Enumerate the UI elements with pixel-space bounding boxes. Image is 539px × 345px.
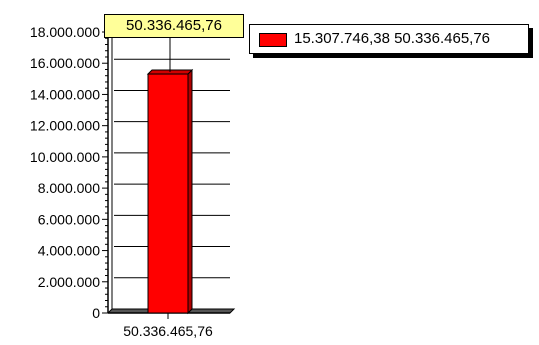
y-tick-label: 18.000.000 bbox=[30, 24, 100, 40]
bar-layer bbox=[146, 38, 194, 315]
legend-label: 15.307.746,38 50.336.465,76 bbox=[294, 30, 491, 47]
y-tick-label: 6.000.000 bbox=[38, 211, 100, 227]
y-tick-label: 12.000.000 bbox=[30, 118, 100, 134]
y-tick-label: 10.000.000 bbox=[30, 149, 100, 165]
axis-layer bbox=[102, 27, 236, 319]
label-layer: 0 2.000.000 4.000.000 6.000.000 8.000.000 10.… bbox=[30, 24, 213, 339]
y-tick-label: 16.000.000 bbox=[30, 55, 100, 71]
y-tick-label: 4.000.000 bbox=[38, 243, 100, 259]
y-tick-label: 2.000.000 bbox=[38, 274, 100, 290]
bar bbox=[147, 73, 189, 314]
bar-side bbox=[187, 68, 193, 315]
y-tick-label: 0 bbox=[92, 305, 100, 321]
legend-swatch bbox=[259, 33, 287, 47]
x-tick-label: 50.336.465,76 bbox=[123, 323, 213, 339]
y-tick-label: 8.000.000 bbox=[38, 180, 100, 196]
legend-panel: 15.307.746,38 50.336.465,76 bbox=[249, 24, 529, 54]
y-tick-label: 14.000.000 bbox=[30, 86, 100, 102]
legend: 15.307.746,38 50.336.465,76 bbox=[249, 24, 533, 58]
value-tooltip: 50.336.465,76 bbox=[104, 14, 244, 38]
